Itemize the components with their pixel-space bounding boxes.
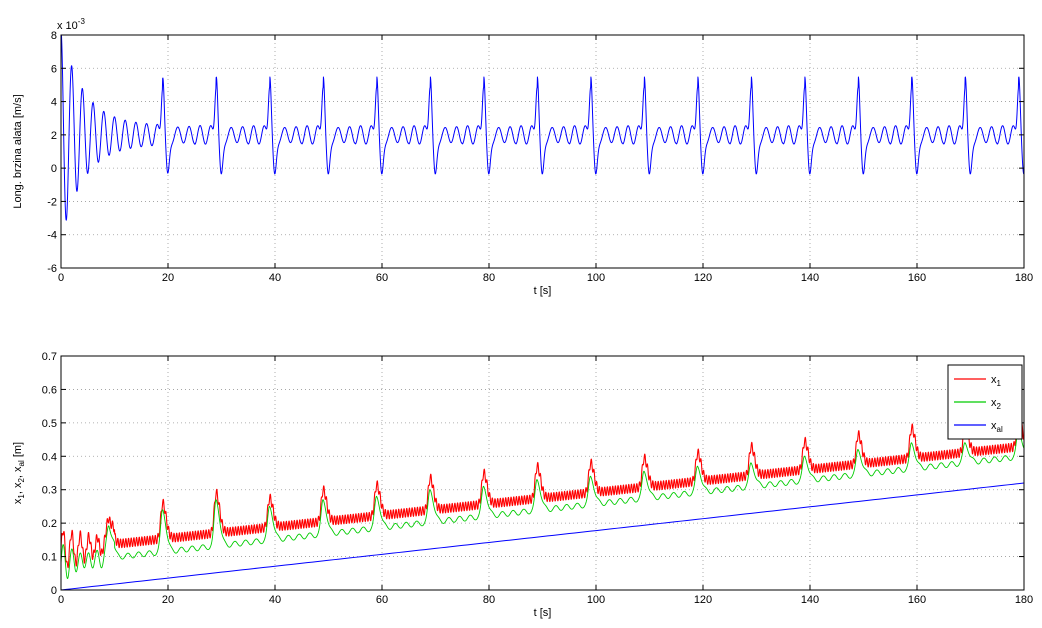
velocity-plot: 0 20 40 60 80 100 120 140 160 180 -6 -4 -2 0 2 4 6 8 t [… (12, 17, 1033, 297)
y-tick-label: 0.5 (42, 418, 57, 430)
xal-line (60, 482, 1025, 591)
y-tick-label: 0.1 (42, 552, 57, 564)
y-tick-label: 4 (51, 97, 57, 109)
x-tick-label: 60 (376, 594, 388, 606)
legend-label-base: x (991, 374, 997, 386)
legend-label-base: x (991, 420, 997, 432)
velocity-x-ticks: 0 20 40 60 80 100 120 140 160 180 (58, 35, 1033, 284)
ylabel-series-name: x (12, 466, 24, 472)
legend-label: x1 (991, 374, 1002, 388)
legend-label-base: x (991, 397, 997, 409)
x-tick-label: 40 (269, 272, 281, 284)
displacement-x-ticks: 0 20 40 60 80 100 120 140 160 180 (58, 356, 1033, 606)
displacement-series (60, 411, 1025, 591)
x-tick-label: 160 (908, 272, 926, 284)
x-tick-label: 0 (58, 594, 64, 606)
x-tick-label: 160 (908, 594, 926, 606)
legend-label-subscript: 2 (997, 402, 1002, 411)
displacement-axes-frame (60, 355, 1025, 591)
displacement-plot: 0 20 40 60 80 100 120 140 160 180 0 0.1 0.2 0.3 0.4 0.… (12, 351, 1033, 619)
y-tick-label: 0 (51, 585, 57, 597)
x-tick-label: 80 (483, 272, 495, 284)
y-tick-label: 0 (51, 163, 57, 175)
velocity-exponent-label: x 10-3 (57, 17, 85, 32)
y-tick-label: -4 (47, 230, 57, 242)
ylabel-series-name: x (12, 482, 24, 488)
y-tick-label: 8 (51, 30, 57, 42)
ylabel-separator: [m] (12, 442, 24, 460)
velocity-axes-frame (60, 34, 1025, 269)
x2-line (60, 428, 1025, 579)
legend-label: xal (991, 420, 1003, 434)
x-tick-label: 180 (1015, 594, 1033, 606)
x-tick-label: 100 (587, 272, 605, 284)
velocity-y-axis-label: Long. brzina alata [m/s] (12, 94, 24, 208)
ylabel-subscript: al (17, 460, 26, 466)
legend-label: x2 (991, 397, 1002, 411)
x-tick-label: 120 (694, 272, 712, 284)
y-tick-label: 6 (51, 63, 57, 75)
y-tick-label: 0.6 (42, 384, 57, 396)
ylabel-series-name: x (12, 498, 24, 504)
displacement-y-ticks: 0 0.1 0.2 0.3 0.4 0.5 0.6 0.7 (42, 351, 1024, 597)
x-tick-label: 140 (801, 594, 819, 606)
x1-line (60, 411, 1025, 569)
x-tick-label: 20 (162, 272, 174, 284)
displacement-y-axis-label: x1, x2, xal [m] (12, 442, 26, 504)
ylabel-separator: , (12, 488, 24, 494)
exponent-base: x 10 (57, 20, 78, 32)
y-tick-label: 0.2 (42, 518, 57, 530)
y-tick-label: 2 (51, 130, 57, 142)
y-tick-label: -6 (47, 263, 57, 275)
velocity-grid (61, 35, 1024, 268)
velocity-y-ticks: -6 -4 -2 0 2 4 6 8 (47, 30, 1024, 275)
legend-label-subscript: 1 (997, 379, 1002, 388)
y-tick-label: 0.4 (42, 451, 57, 463)
exponent-power: -3 (78, 17, 86, 26)
x-tick-label: 140 (801, 272, 819, 284)
ylabel-subscript: 2 (17, 478, 26, 483)
velocity-x-axis-label: t [s] (534, 285, 552, 297)
ylabel-subscript: 1 (17, 494, 26, 499)
x-tick-label: 120 (694, 594, 712, 606)
x-tick-label: 0 (58, 272, 64, 284)
velocity-line (60, 34, 1025, 221)
y-tick-label: 0.7 (42, 351, 57, 363)
ylabel-separator: , (12, 472, 24, 478)
x-tick-label: 180 (1015, 272, 1033, 284)
displacement-x-axis-label: t [s] (534, 607, 552, 619)
legend-label-subscript: al (997, 425, 1003, 434)
x-tick-label: 60 (376, 272, 388, 284)
x-tick-label: 20 (162, 594, 174, 606)
x-tick-label: 100 (587, 594, 605, 606)
y-tick-label: 0.3 (42, 485, 57, 497)
x-tick-label: 40 (269, 594, 281, 606)
y-tick-label: -2 (47, 196, 57, 208)
x-tick-label: 80 (483, 594, 495, 606)
velocity-series (60, 34, 1025, 221)
